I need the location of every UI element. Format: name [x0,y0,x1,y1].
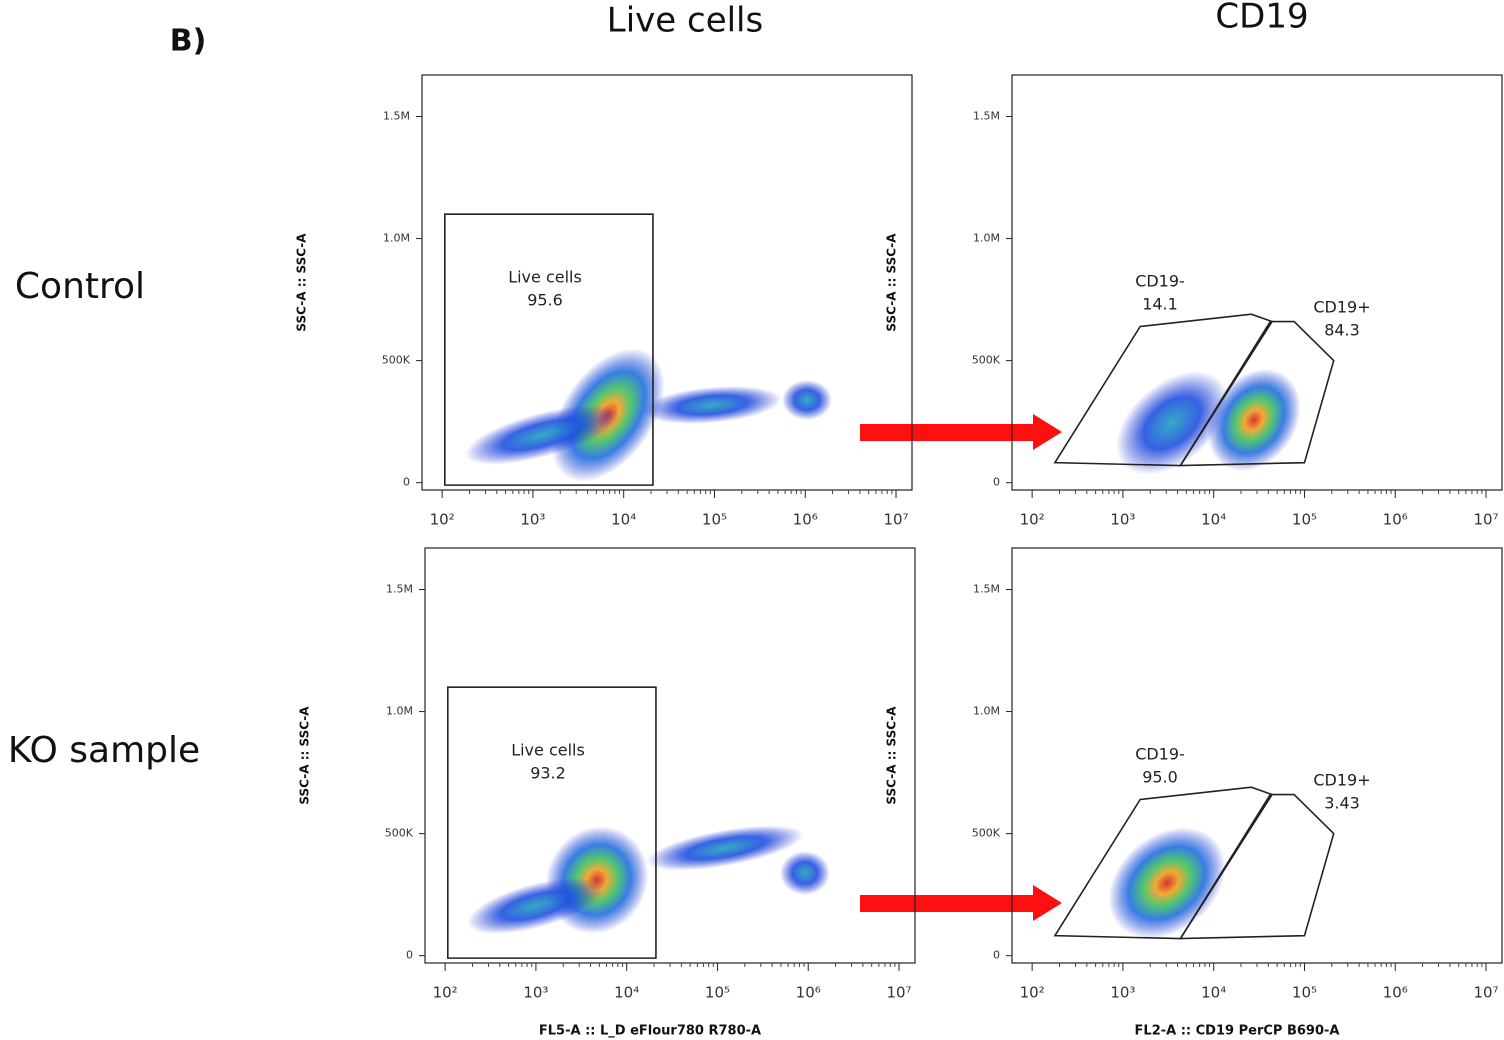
x-tick-label: 10³ [1110,511,1135,529]
y-tick-label: 1.5M [386,583,413,596]
gate [1053,313,1274,467]
x-tick-label: 10⁶ [1383,984,1408,1002]
x-tick-label: 10⁵ [702,511,727,529]
x-tick-label: 10³ [1110,984,1135,1002]
y-tick-label: 1.0M [973,232,1000,245]
density-cloud [780,851,830,895]
x-axis-label: FL5-A :: L_D eFlour780 R780-A [539,1024,761,1039]
y-axis-label: SSC-A :: SSC-A [885,706,899,805]
gate-name: CD19+ [1313,298,1370,317]
gate-name: Live cells [511,741,585,760]
plot-frame [1011,547,1503,964]
y-tick-label: 0 [993,476,1000,489]
y-tick-label: 500K [382,354,411,367]
x-tick-label: 10⁷ [1473,984,1498,1002]
column-title: CD19 [1215,0,1308,37]
x-tick-label: 10² [1020,511,1045,529]
density-cloud [467,878,603,934]
y-tick-label: 1.0M [383,232,410,245]
gate [1178,320,1335,467]
x-tick-label: 10³ [520,511,545,529]
density-cloud [1207,368,1301,472]
y-tick-label: 500K [972,354,1001,367]
y-tick-label: 1.5M [973,583,1000,596]
gate-name: CD19- [1135,745,1185,764]
y-tick-label: 500K [385,827,414,840]
x-tick-label: 10⁵ [705,984,730,1002]
x-tick-label: 10⁷ [1473,511,1498,529]
plot-frame [421,74,913,491]
gate-value: 93.2 [530,764,566,783]
x-tick-label: 10⁵ [1292,511,1317,529]
y-tick-label: 1.0M [973,705,1000,718]
y-tick-label: 1.5M [383,110,410,123]
y-tick-label: 1.0M [386,705,413,718]
gate [444,213,654,486]
x-tick-label: 10⁴ [1201,511,1226,529]
x-tick-label: 10² [1020,984,1045,1002]
density-cloud [646,825,804,871]
arrow [860,414,1062,921]
column-title: Live cells [607,1,763,41]
y-tick-label: 0 [406,949,413,962]
x-tick-label: 10⁴ [614,984,639,1002]
gate-value: 84.3 [1324,321,1360,340]
x-tick-label: 10⁴ [611,511,636,529]
gate [1053,786,1274,940]
density-cloud [1115,371,1229,475]
x-axis-label: FL2-A :: CD19 PerCP B690-A [1135,1024,1340,1039]
y-axis-label: SSC-A :: SSC-A [295,233,309,332]
x-tick-label: 10⁷ [883,511,908,529]
x-tick-label: 10⁴ [1201,984,1226,1002]
row-label: KO sample [8,730,200,771]
x-tick-label: 10⁶ [1383,511,1408,529]
y-tick-label: 500K [972,827,1001,840]
gate-value: 95.6 [527,291,563,310]
gate-value: 14.1 [1142,295,1178,314]
y-axis-label: SSC-A :: SSC-A [885,233,899,332]
y-tick-label: 0 [403,476,410,489]
density-cloud [464,405,620,465]
y-axis-label: SSC-A :: SSC-A [298,706,312,805]
density-cloud [642,386,782,424]
gate [1178,793,1335,940]
row-label: Control [15,266,145,307]
x-tick-label: 10⁶ [793,511,818,529]
x-tick-label: 10² [430,511,455,529]
x-tick-label: 10⁵ [1292,984,1317,1002]
panel-label: B) [170,24,207,59]
gate [447,686,657,959]
y-tick-label: 0 [993,949,1000,962]
density-cloud [1108,827,1226,939]
y-tick-label: 1.5M [973,110,1000,123]
gate-name: Live cells [508,268,582,287]
x-tick-label: 10⁷ [886,984,911,1002]
gate-name: CD19+ [1313,771,1370,790]
gate-value: 95.0 [1142,768,1178,787]
x-tick-label: 10³ [523,984,548,1002]
x-tick-label: 10² [433,984,458,1002]
gate-value: 3.43 [1324,794,1360,813]
gate-name: CD19- [1135,272,1185,291]
x-tick-label: 10⁶ [796,984,821,1002]
density-cloud [545,826,649,934]
density-cloud [782,380,832,420]
